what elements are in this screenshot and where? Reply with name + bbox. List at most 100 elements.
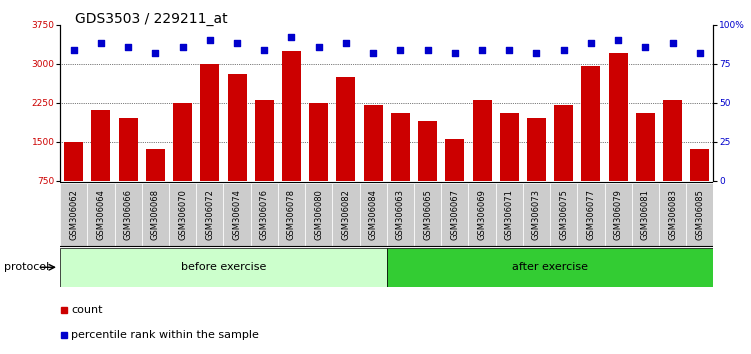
Text: GSM306066: GSM306066 [124,189,133,240]
Bar [581,66,601,181]
Bar [173,103,192,181]
Text: percentile rank within the sample: percentile rank within the sample [71,330,259,339]
FancyBboxPatch shape [332,183,360,246]
Point [204,38,216,43]
Text: GSM306083: GSM306083 [668,189,677,240]
Point [285,34,297,40]
Text: GSM306076: GSM306076 [260,189,269,240]
Bar [418,121,437,181]
Text: GSM306067: GSM306067 [451,189,460,240]
Text: GSM306085: GSM306085 [695,189,704,240]
Bar [309,103,328,181]
Bar [472,100,492,181]
Text: GSM306065: GSM306065 [423,189,432,240]
Point [585,41,597,46]
FancyBboxPatch shape [114,183,142,246]
FancyBboxPatch shape [169,183,196,246]
Bar [255,100,274,181]
Text: GSM306079: GSM306079 [614,189,623,240]
Point [122,44,134,50]
Text: GSM306069: GSM306069 [478,189,487,240]
Bar [499,113,519,181]
Text: GSM306078: GSM306078 [287,189,296,240]
Point [421,47,433,52]
Text: GSM306063: GSM306063 [396,189,405,240]
FancyBboxPatch shape [605,183,632,246]
Point [476,47,488,52]
Text: GSM306073: GSM306073 [532,189,541,240]
Text: GSM306064: GSM306064 [96,189,105,240]
FancyBboxPatch shape [550,183,578,246]
Bar [336,77,355,181]
FancyBboxPatch shape [469,183,496,246]
FancyBboxPatch shape [278,183,305,246]
FancyBboxPatch shape [224,183,251,246]
Bar [391,113,410,181]
Text: after exercise: after exercise [512,262,588,272]
Text: GSM306068: GSM306068 [151,189,160,240]
Point [68,47,80,52]
FancyBboxPatch shape [414,183,441,246]
Point [394,47,406,52]
Point [639,44,651,50]
Text: GDS3503 / 229211_at: GDS3503 / 229211_at [75,12,228,27]
Point [95,41,107,46]
Point [367,50,379,56]
Text: protocol: protocol [4,262,49,272]
Bar [282,51,301,181]
FancyBboxPatch shape [60,248,387,287]
FancyBboxPatch shape [87,183,114,246]
Point [530,50,542,56]
Bar [146,149,165,181]
FancyBboxPatch shape [360,183,387,246]
Text: GSM306070: GSM306070 [178,189,187,240]
Text: GSM306062: GSM306062 [69,189,78,240]
Bar [64,142,83,181]
Point [694,50,706,56]
Text: GSM306077: GSM306077 [587,189,596,240]
Text: GSM306084: GSM306084 [369,189,378,240]
Point [558,47,570,52]
Point [176,44,189,50]
Bar [201,64,219,181]
FancyBboxPatch shape [578,183,605,246]
Point [503,47,515,52]
FancyBboxPatch shape [659,183,686,246]
Bar [554,105,573,181]
Bar [445,139,464,181]
FancyBboxPatch shape [142,183,169,246]
Bar [663,100,682,181]
Text: before exercise: before exercise [181,262,266,272]
Point [312,44,324,50]
Point [340,41,352,46]
Text: GSM306072: GSM306072 [205,189,214,240]
Text: GSM306080: GSM306080 [314,189,323,240]
Text: GSM306074: GSM306074 [233,189,242,240]
Bar [228,74,246,181]
Point [258,47,270,52]
FancyBboxPatch shape [686,183,713,246]
FancyBboxPatch shape [387,183,414,246]
FancyBboxPatch shape [305,183,332,246]
Bar [527,118,546,181]
Point [612,38,624,43]
FancyBboxPatch shape [496,183,523,246]
FancyBboxPatch shape [632,183,659,246]
Bar [636,113,655,181]
FancyBboxPatch shape [387,248,713,287]
FancyBboxPatch shape [196,183,224,246]
Text: GSM306081: GSM306081 [641,189,650,240]
FancyBboxPatch shape [251,183,278,246]
Text: GSM306071: GSM306071 [505,189,514,240]
Bar [119,118,137,181]
Bar [690,149,710,181]
Bar [363,105,383,181]
Text: count: count [71,305,103,315]
FancyBboxPatch shape [523,183,550,246]
Bar [608,53,628,181]
Point [667,41,679,46]
Point [149,50,161,56]
Bar [92,110,110,181]
FancyBboxPatch shape [441,183,469,246]
Text: GSM306075: GSM306075 [559,189,569,240]
